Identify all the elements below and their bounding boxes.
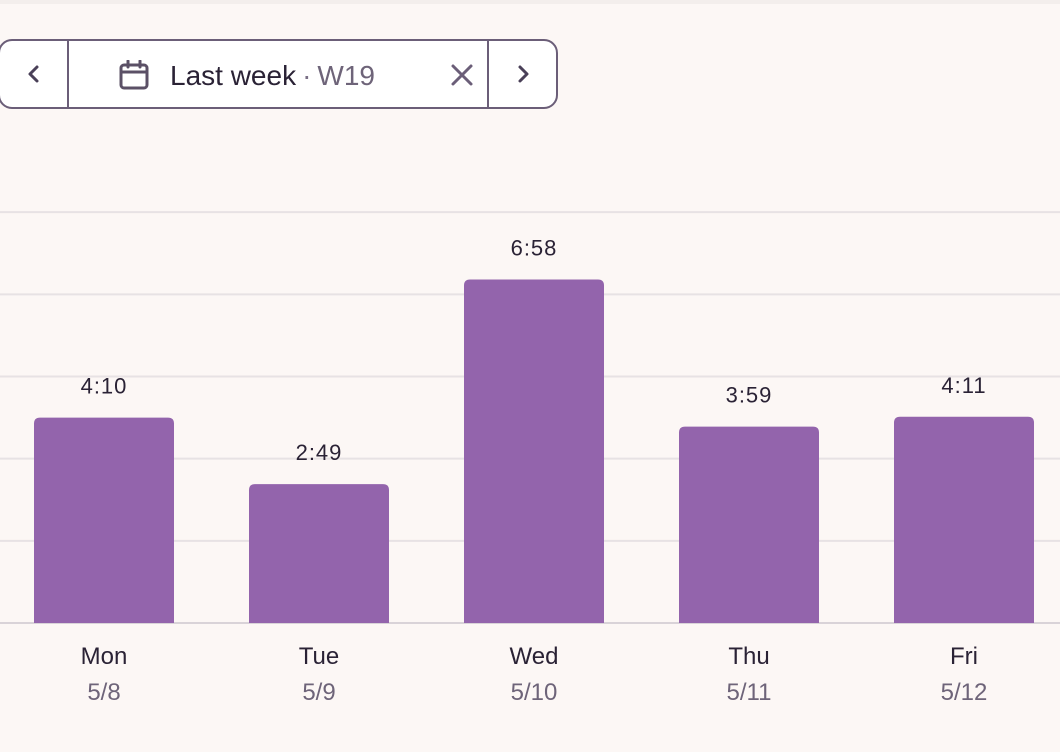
bar-wed [464, 280, 604, 623]
value-label: 3:59 [726, 383, 773, 408]
value-label: 2:49 [296, 440, 343, 465]
day-label: Tue [299, 643, 339, 670]
date-label: 5/9 [302, 679, 335, 706]
date-label: 5/11 [727, 679, 772, 706]
bar-fri [894, 417, 1034, 623]
day-label: Thu [728, 643, 769, 670]
bar-tue [249, 484, 389, 623]
bar-thu [679, 427, 819, 623]
date-label: 5/8 [87, 679, 120, 706]
day-label: Mon [81, 643, 128, 670]
day-label: Wed [510, 643, 559, 670]
day-label: Fri [950, 643, 978, 670]
value-label: 6:58 [511, 236, 558, 261]
bar-mon [34, 418, 174, 623]
value-label: 4:11 [941, 373, 986, 398]
date-label: 5/10 [511, 679, 558, 706]
value-label: 4:10 [81, 374, 128, 399]
date-label: 5/12 [941, 679, 988, 706]
